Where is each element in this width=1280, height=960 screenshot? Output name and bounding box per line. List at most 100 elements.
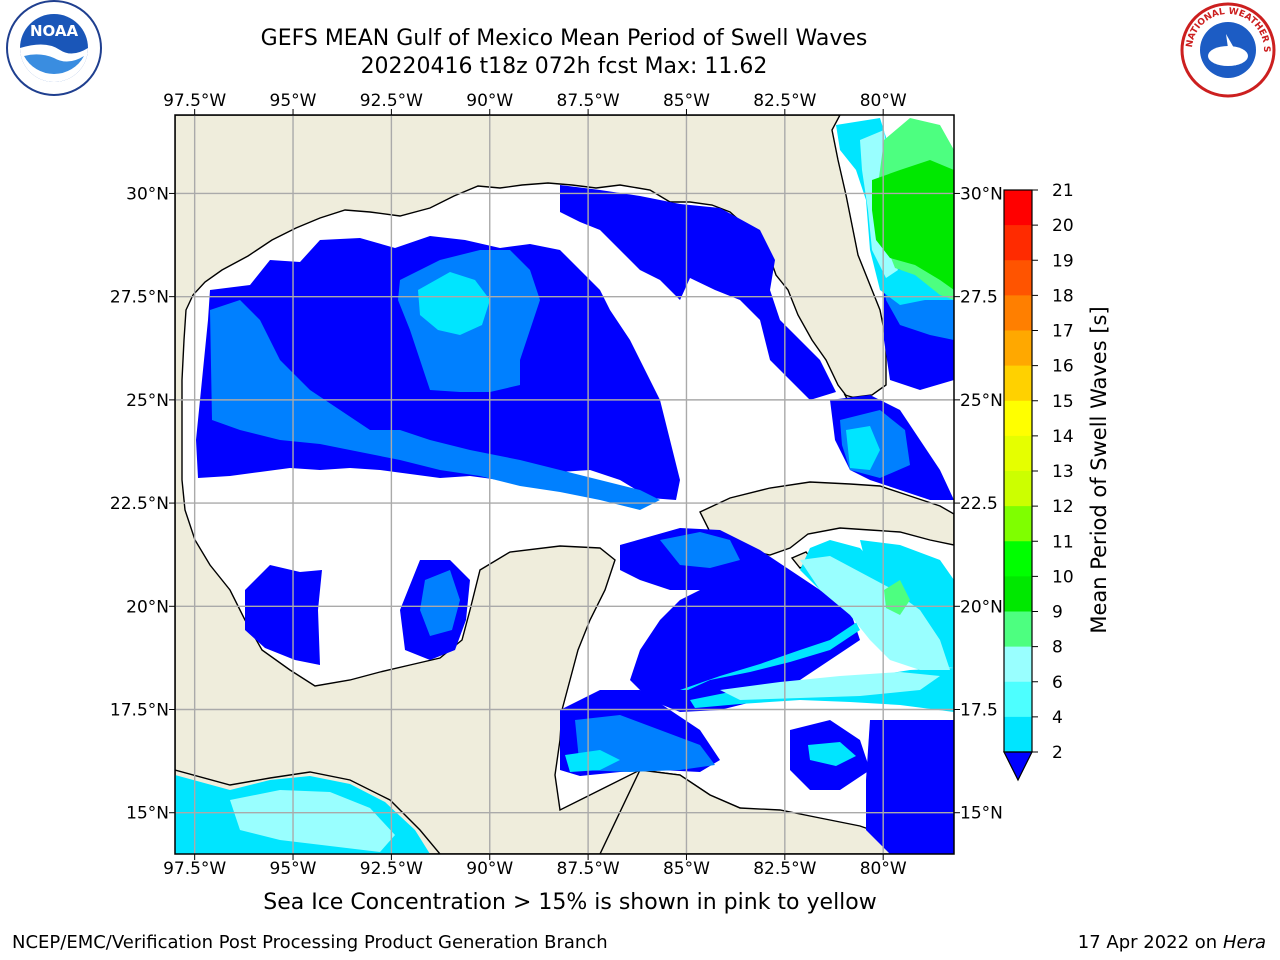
colorbar-extend-arrow [1003, 751, 1033, 782]
lat-label-right: 15°N [960, 804, 1003, 824]
colorbar-tick-label: 9 [1052, 603, 1063, 623]
colorbar-tick-label: 10 [1052, 567, 1074, 587]
lon-label-top: 82.5°W [753, 91, 816, 111]
lat-label-right: 30°N [960, 184, 1003, 204]
noaa-logo-text: NOAA [30, 22, 79, 40]
lat-lon-grid [175, 115, 954, 854]
field-6s-nw-caribbean [808, 742, 856, 766]
colorbar-tick-label: 12 [1052, 497, 1074, 517]
credit-branch: NCEP/EMC/Verification Post Processing Pr… [12, 932, 608, 953]
field-2s-yucatan-channel [620, 528, 860, 712]
lon-label-top: 95°W [270, 91, 317, 111]
map-area [175, 115, 954, 854]
colorbar-bin [1004, 506, 1032, 542]
field-6s-bahamas [846, 426, 880, 470]
colorbar-tick-label: 16 [1052, 357, 1074, 377]
colorbar-tick-label: 21 [1052, 181, 1074, 201]
lon-label-bottom: 95°W [270, 859, 317, 879]
lat-label-left: 25°N [126, 391, 169, 411]
field-4s-yucatan [660, 532, 740, 568]
credit-host: Hera [1222, 932, 1266, 953]
lon-label-bottom: 87.5°W [557, 859, 620, 879]
lon-label-top: 90°W [466, 91, 513, 111]
lon-label-bottom: 97.5°W [163, 859, 226, 879]
colorbar-tick-label: 14 [1052, 427, 1074, 447]
field-4s-bay-campeche [420, 570, 460, 636]
colorbar-bin [1004, 400, 1032, 437]
lon-label-top: 92.5°W [360, 91, 423, 111]
lon-label-top: 87.5°W [557, 91, 620, 111]
colorbar-tick-label: 6 [1052, 673, 1063, 693]
field-2s-eastern-gulf [560, 185, 836, 400]
colorbar-tick-label: 17 [1052, 322, 1074, 342]
colorbar: 21 20 19 18 17 16 15 14 13 12 11 10 9 8 6 4 2 [1003, 181, 1074, 782]
lat-label-left: 22.5°N [110, 494, 169, 514]
field-4s-west-band [210, 300, 660, 510]
lat-label-left: 20°N [126, 597, 169, 617]
lon-label-bottom: 92.5°W [360, 859, 423, 879]
map-title: GEFS MEAN Gulf of Mexico Mean Period of … [260, 26, 868, 51]
lat-label-left: 15°N [126, 804, 169, 824]
colorbar-tick-label: 4 [1052, 708, 1063, 728]
field-6s-gulf-honduras [565, 750, 620, 772]
colorbar-bin [1004, 681, 1032, 718]
nws-logo-icon: NATIONAL WEATHER SERVICE [1178, 0, 1276, 98]
colorbar-bin [1004, 541, 1032, 577]
colorbar-tick-label: 8 [1052, 638, 1063, 658]
lat-label-left: 30°N [126, 184, 169, 204]
colorbar-tick-label: 19 [1052, 251, 1074, 271]
north-america-land [175, 115, 887, 854]
lat-label-right: 27.5 [960, 288, 998, 308]
lon-label-bottom: 85°W [663, 859, 710, 879]
colorbar-tick-label: 20 [1052, 216, 1074, 236]
lat-label-right: 25°N [960, 391, 1003, 411]
lon-label-top: 85°W [663, 91, 710, 111]
noaa-logo-icon: NOAA [6, 0, 102, 96]
swell-period-field [175, 118, 954, 854]
field-8s-pacific [230, 790, 395, 852]
sea-ice-note: Sea Ice Concentration > 15% is shown in … [263, 890, 877, 915]
field-6s-central-gulf [418, 272, 490, 335]
land-masses [175, 115, 954, 854]
credit-date-text: 17 Apr 2022 on [1077, 932, 1223, 953]
lat-label-left: 27.5°N [110, 288, 169, 308]
map-subtitle: 20220416 t18z 072h fcst Max: 11.62 [360, 54, 768, 79]
field-8s-caribbean [800, 556, 950, 670]
field-10s-atlantic [872, 160, 954, 290]
colorbar-bin [1004, 190, 1032, 226]
field-2s-caribbean-east [866, 720, 954, 854]
lon-label-bottom: 80°W [860, 859, 907, 879]
colorbar-bin [1004, 330, 1032, 367]
axis-labels: 97.5°W 97.5°W 95°W 95°W 92.5°W 92.5°W 90°W 90°W… [110, 91, 1003, 879]
colorbar-bin [1004, 260, 1032, 296]
colorbar-bin [1004, 471, 1032, 507]
lon-label-top: 97.5°W [163, 91, 226, 111]
credit-date: 17 Apr 2022 on Hera [1078, 932, 1266, 953]
map-frame [174, 114, 955, 855]
honduras-coast [599, 769, 954, 854]
colorbar-bin [1004, 646, 1032, 683]
colorbar-bin [1004, 225, 1032, 261]
lon-label-bottom: 90°W [466, 859, 513, 879]
lat-label-right: 20°N [960, 597, 1003, 617]
colorbar-tick-label: 15 [1052, 392, 1074, 412]
colorbar-bin [1004, 716, 1032, 753]
field-2s-bay-campeche [245, 565, 322, 665]
axis-ticks [169, 109, 960, 860]
colorbar-tick-label: 18 [1052, 286, 1074, 306]
colorbar-tick-label: 13 [1052, 462, 1074, 482]
lon-label-bottom: 82.5°W [753, 859, 816, 879]
colorbar-bin [1004, 611, 1032, 648]
colorbar-label: Mean Period of Swell Waves [s] [1087, 306, 1111, 633]
colorbar-tick-label: 11 [1052, 532, 1074, 552]
colorbar-tick-label: 2 [1052, 743, 1063, 763]
colorbar-bin [1004, 576, 1032, 612]
field-8s-caribbean-south [720, 672, 940, 700]
lat-label-right: 22.5 [960, 494, 998, 514]
colorbar-bin [1004, 435, 1032, 472]
lon-label-top: 80°W [860, 91, 907, 111]
lat-label-left: 17.5°N [110, 701, 169, 721]
colorbar-bin [1004, 365, 1032, 402]
lat-label-right: 17.5 [960, 701, 998, 721]
